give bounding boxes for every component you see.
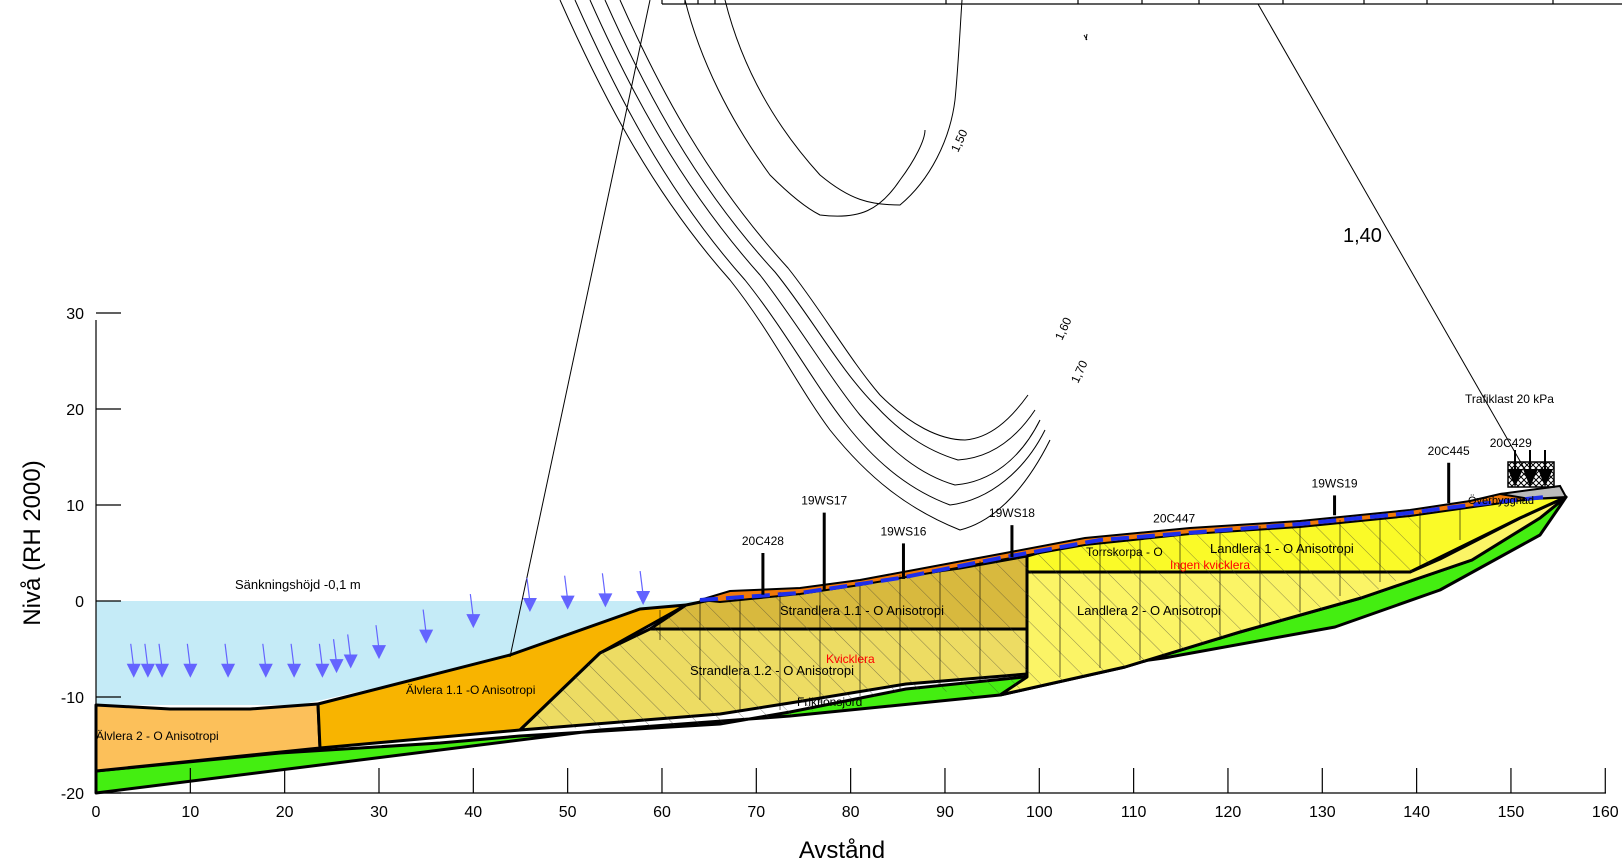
x-tick-label: 0 — [92, 804, 101, 821]
layer-label-alvlera11: Älvlera 1.1 -O Anisotropi — [406, 683, 535, 697]
phreatic-line — [699, 495, 1546, 602]
load-arrow-head — [522, 597, 537, 612]
x-tick-label: 150 — [1498, 804, 1525, 821]
load-arrow-head — [343, 654, 358, 669]
load-arrow-head — [221, 663, 236, 678]
load-arrow-head — [466, 614, 481, 629]
boreholes: 20C428 19WS17 19WS16 19WS18 20C447 19WS19 20C4… — [742, 436, 1532, 595]
table-fragment — [661, 0, 1622, 5]
y-tick-label: 30 — [66, 306, 84, 323]
layer-label-strandlera12: Strandlera 1.2 - O Anisotropi — [690, 663, 854, 678]
load-arrow-head — [636, 591, 651, 606]
y-tick-label: 10 — [66, 498, 84, 515]
borehole-label: 19WS17 — [801, 494, 847, 508]
x-tick-label: 90 — [936, 804, 954, 821]
x-tick-label: 60 — [653, 804, 671, 821]
load-arrow-head — [371, 645, 386, 660]
y-tick-label: 0 — [75, 594, 84, 611]
contour-label-150: 1,50 — [948, 127, 971, 154]
load-arrow-head — [419, 629, 434, 644]
safety-factor-label: 1,40 — [1343, 225, 1382, 247]
y-axis-label: Nivå (RH 2000) — [19, 460, 46, 625]
x-tick-label: 70 — [747, 804, 765, 821]
slice-lines — [659, 505, 1461, 712]
y-tick-label: -10 — [61, 690, 84, 707]
x-tick-label: 160 — [1592, 804, 1619, 821]
layer-label-alvlera2: Älvlera 2 - O Anisotropi — [96, 729, 219, 743]
layer-label-strandlera11: Strandlera 1.1 - O Anisotropi — [780, 603, 944, 618]
layer-label-landlera1: Landlera 1 - O Anisotropi — [1210, 541, 1354, 556]
load-arrow-head — [598, 593, 613, 608]
layer-label-friktionsjord: Friktionsjord — [797, 695, 862, 709]
load-arrow-head — [287, 663, 302, 678]
slip-radius-lines — [509, 0, 1529, 658]
y-tick-label: 20 — [66, 402, 84, 419]
load-arrow-head — [140, 663, 155, 678]
x-tick-label: 80 — [842, 804, 860, 821]
x-tick-label: 120 — [1215, 804, 1242, 821]
x-tick-label: 30 — [370, 804, 388, 821]
borehole-label: 19WS19 — [1312, 476, 1358, 490]
x-tick-label: 10 — [181, 804, 199, 821]
x-tick-label: 40 — [464, 804, 482, 821]
layer-overbyggnad — [1499, 484, 1568, 501]
load-arrow-head — [155, 663, 170, 678]
water-label: Sänkningshöjd -0,1 m — [235, 577, 361, 592]
x-tick-label: 140 — [1403, 804, 1430, 821]
borehole-label: 20C428 — [742, 534, 784, 548]
layer-label-torrskorpa: Torrskorpa - O — [1086, 545, 1163, 559]
load-arrow-head — [329, 659, 344, 674]
x-tick-label: 50 — [559, 804, 577, 821]
x-ticks: 0 10 20 30 40 50 60 70 80 90 100 110 120 130 140 150 160 — [92, 768, 1619, 821]
load-arrow-head — [560, 595, 575, 610]
load-arrow-head — [315, 663, 330, 678]
load-arrows — [126, 570, 651, 678]
borehole-label: 20C429 — [1490, 436, 1532, 450]
slip-contours — [559, 0, 1088, 531]
y-tick-label: -20 — [61, 786, 84, 803]
load-arrow-head — [126, 663, 141, 678]
layer-friktionsjord — [94, 495, 1568, 795]
borehole-label: 20C447 — [1153, 512, 1195, 526]
load-arrow-head — [183, 663, 198, 678]
load-arrow-head — [258, 663, 273, 678]
x-tick-label: 20 — [276, 804, 294, 821]
y-ticks: -20 -10 0 10 20 30 — [61, 306, 121, 803]
water-body — [96, 601, 700, 705]
layer-label-overbyggnad: Överbyggnad — [1468, 495, 1534, 507]
layer-alvlera11 — [316, 603, 688, 750]
borehole-label: 19WS16 — [880, 524, 926, 538]
borehole-label: 20C445 — [1428, 444, 1470, 458]
layer-label-landlera2: Landlera 2 - O Anisotropi — [1077, 603, 1221, 618]
contour-label-160: 1,60 — [1052, 315, 1075, 342]
x-tick-label: 100 — [1026, 804, 1053, 821]
x-tick-label: 110 — [1121, 804, 1147, 821]
kvicklera-label: Kvicklera — [826, 652, 875, 666]
trafiklast-label: Trafiklast 20 kPa — [1465, 392, 1554, 406]
ingen-kvicklera-label: Ingen kvicklera — [1170, 558, 1250, 572]
x-tick-label: 130 — [1309, 804, 1336, 821]
borehole-label: 19WS18 — [989, 506, 1035, 520]
x-axis-label: Avstånd — [799, 837, 885, 864]
contour-label-170: 1,70 — [1068, 358, 1091, 385]
traffic-load — [1507, 450, 1555, 488]
